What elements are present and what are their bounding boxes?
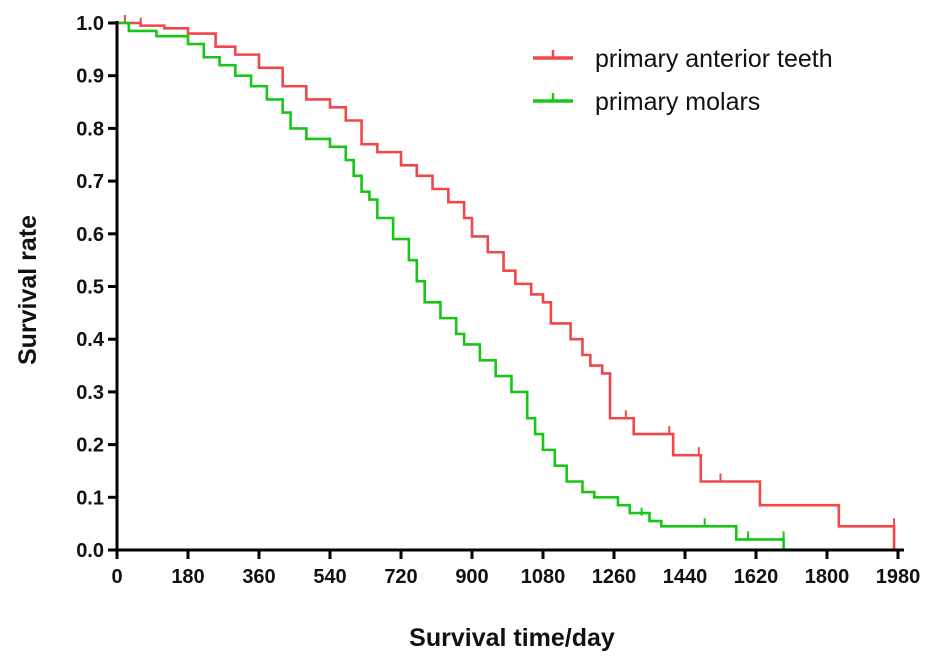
- series-layer: [117, 15, 896, 550]
- survival-curve-line: [117, 21, 785, 550]
- x-tick-label-180: 180: [171, 566, 204, 588]
- x-tick-label-540: 540: [313, 566, 346, 588]
- x-tick-label-1800: 1800: [805, 566, 850, 588]
- x-tick-label-720: 720: [384, 566, 417, 588]
- y-tick-label-0.1: 0.1: [76, 487, 104, 509]
- ticks-layer: 0 180 360 540 720 900 1080 1260 1440 1620 1800 1980…: [76, 13, 920, 588]
- y-tick-label-0.4: 0.4: [76, 329, 105, 351]
- y-tick-label-0.5: 0.5: [76, 277, 104, 299]
- legend-label-anterior: primary anterior teeth: [595, 45, 833, 73]
- y-tick-label-0.9: 0.9: [76, 66, 104, 88]
- legend-item-anterior: primary anterior teeth: [533, 45, 833, 73]
- y-tick-label-0.6: 0.6: [76, 224, 104, 246]
- y-tick-label-0.0: 0.0: [76, 540, 104, 562]
- legend-item-molars: primary molars: [533, 88, 760, 116]
- x-tick-label-1980: 1980: [876, 566, 921, 588]
- legend: primary anterior teeth primary molars: [533, 45, 833, 116]
- x-tick-label-360: 360: [242, 566, 275, 588]
- x-axis-title: Survival time/day: [409, 624, 615, 652]
- y-tick-label-0.2: 0.2: [76, 435, 104, 457]
- x-tick-label-1440: 1440: [663, 566, 708, 588]
- x-tick-label-1620: 1620: [734, 566, 779, 588]
- y-tick-label-0.8: 0.8: [76, 118, 104, 140]
- y-tick-label-1.0: 1.0: [76, 13, 104, 35]
- x-tick-label-1260: 1260: [592, 566, 637, 588]
- y-tick-label-0.3: 0.3: [76, 382, 104, 404]
- x-tick-label-900: 900: [455, 566, 488, 588]
- x-tick-label-0: 0: [111, 566, 122, 588]
- y-tick-label-0.7: 0.7: [76, 171, 104, 193]
- survival-curve-line: [117, 21, 896, 550]
- axes-layer: [115, 21, 904, 552]
- y-axis-title: Survival rate: [14, 215, 42, 365]
- series-anterior: [117, 15, 896, 550]
- x-tick-label-1080: 1080: [521, 566, 566, 588]
- legend-label-molars: primary molars: [595, 88, 760, 116]
- series-molars: [117, 21, 785, 550]
